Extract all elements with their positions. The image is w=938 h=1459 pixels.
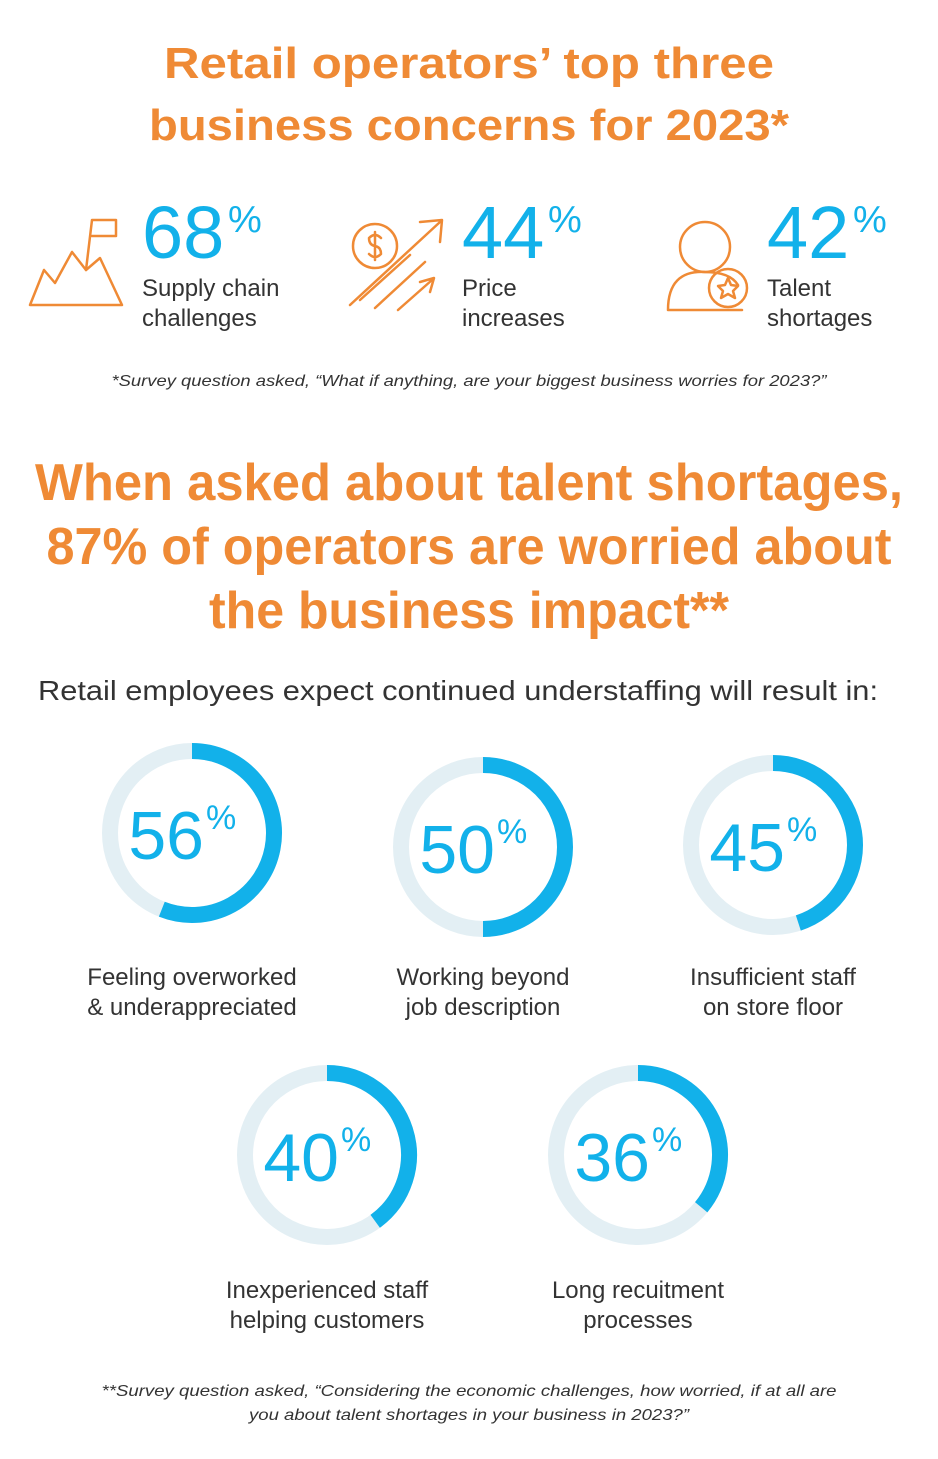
footnote: **Survey question asked, “Considering th… [102, 1383, 837, 1400]
stat-label: increases [462, 305, 565, 332]
section-heading: the business impact** [209, 582, 730, 640]
gauge-arc [158, 743, 282, 923]
gauge-unit: % [652, 1121, 682, 1159]
gauge-value: 56 [128, 798, 204, 874]
gauge-value: 40 [263, 1120, 339, 1196]
stat-label: challenges [142, 305, 257, 332]
talent-icon [666, 220, 749, 312]
stat-label: Talent [767, 275, 831, 302]
gauge-label: Feeling overworked [87, 964, 296, 991]
gauge-arc [772, 755, 863, 931]
gauge-unit: % [206, 799, 236, 837]
subheading: Retail employees expect continued unders… [38, 675, 878, 706]
gauge-label: Working beyond [397, 964, 570, 991]
gauge-value: 45 [709, 810, 785, 886]
gauge-label: processes [583, 1307, 692, 1334]
stat-label: shortages [767, 305, 872, 332]
gauge-value: 50 [419, 812, 495, 888]
gauge-label: on store floor [703, 994, 843, 1021]
title: Retail operators’ top three [164, 39, 774, 88]
gauge-unit: % [341, 1121, 371, 1159]
stat-unit: % [548, 199, 582, 241]
gauge-arc [326, 1065, 417, 1228]
gauge-label: & underappreciated [87, 994, 296, 1021]
stat-label: Supply chain [142, 275, 279, 302]
mountain-icon [28, 218, 124, 307]
gauge-arc [482, 757, 573, 937]
gauge-label: Long recuitment [552, 1277, 724, 1304]
stat-unit: % [228, 199, 262, 241]
gauge-label: Insufficient staff [690, 964, 856, 991]
stat-label: Price [462, 275, 517, 302]
gauge-label: helping customers [230, 1307, 425, 1334]
title: business concerns for 2023* [149, 101, 790, 150]
stat-value: 68 [142, 191, 224, 274]
gauge-arc [637, 1065, 728, 1213]
gauge-unit: % [787, 811, 817, 849]
section-heading: 87% of operators are worried about [47, 518, 892, 576]
gauge-unit: % [497, 813, 527, 851]
price-icon [348, 218, 444, 312]
stat-value: 42 [767, 191, 849, 274]
section-heading: When asked about talent shortages, [35, 454, 903, 512]
gauge-label: job description [405, 994, 561, 1021]
stat-unit: % [853, 199, 887, 241]
stat-value: 44 [462, 191, 544, 274]
gauge-label: Inexperienced staff [226, 1277, 429, 1304]
gauge-value: 36 [574, 1120, 650, 1196]
footnote: you about talent shortages in your busin… [248, 1407, 690, 1424]
footnote: *Survey question asked, “What if anythin… [112, 373, 828, 390]
